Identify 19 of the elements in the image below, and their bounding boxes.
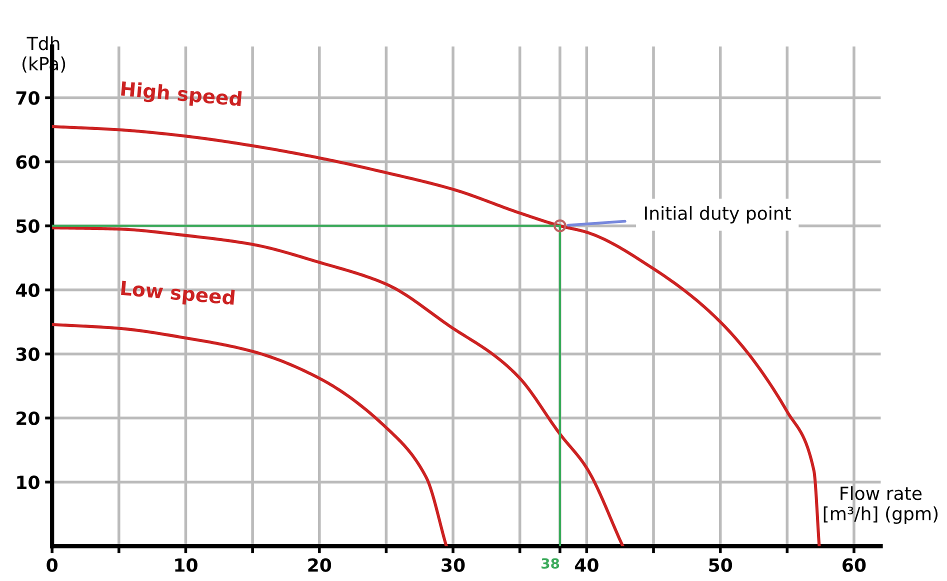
y-tick-label: 10 bbox=[17, 476, 40, 490]
x-tick-label: 60 bbox=[842, 558, 866, 572]
x-tick-label: 10 bbox=[175, 558, 198, 572]
y-tick-label: 70 bbox=[16, 91, 40, 105]
y-tick-label: 60 bbox=[16, 155, 40, 169]
y-tick-label: 30 bbox=[16, 347, 40, 362]
x-axis-title: Flow rate [m³/h] (gpm) bbox=[824, 486, 938, 524]
x-tick-label: 20 bbox=[308, 558, 332, 572]
y-tick-label: 20 bbox=[16, 411, 40, 426]
x-tick-label: 38 bbox=[542, 558, 560, 569]
x-tick-label: 40 bbox=[574, 558, 598, 572]
y-tick-label: 50 bbox=[16, 219, 40, 233]
series-label: High speed bbox=[120, 80, 242, 110]
x-tick-label: 50 bbox=[709, 558, 732, 572]
x-tick-label: 30 bbox=[442, 558, 465, 572]
y-tick-label: 40 bbox=[16, 283, 40, 298]
series-label: Low speed bbox=[120, 280, 235, 309]
annotation: Initial duty point bbox=[645, 206, 792, 224]
x-tick-label: 0 bbox=[46, 558, 58, 572]
